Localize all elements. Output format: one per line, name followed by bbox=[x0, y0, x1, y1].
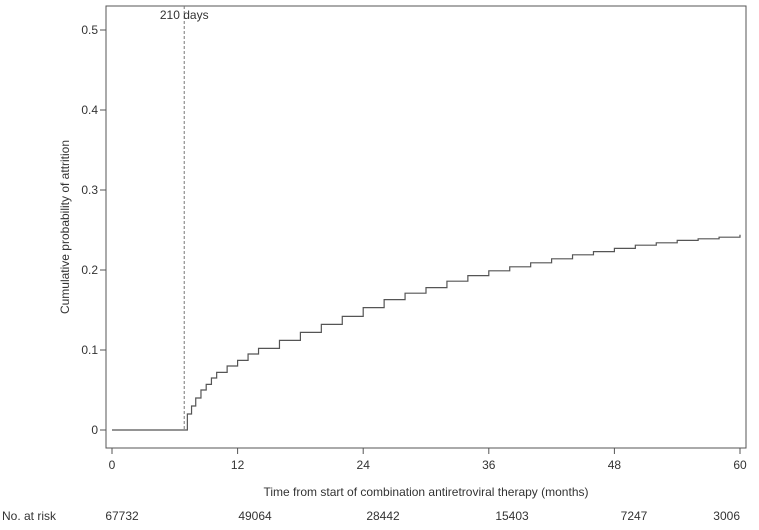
x-tick-label: 0 bbox=[109, 458, 116, 472]
y-tick-label: 0.5 bbox=[81, 23, 98, 37]
x-tick-label: 24 bbox=[357, 458, 371, 472]
risk-table-value: 15403 bbox=[495, 509, 529, 523]
y-axis-title: Cumulative probability of attrition bbox=[58, 140, 72, 314]
risk-table-value: 67732 bbox=[105, 509, 139, 523]
attrition-curve bbox=[112, 234, 741, 431]
risk-table-value: 3006 bbox=[713, 509, 740, 523]
y-tick-label: 0 bbox=[91, 423, 98, 437]
risk-table-value: 28442 bbox=[366, 509, 400, 523]
y-tick-label: 0.1 bbox=[81, 343, 98, 357]
x-axis-title: Time from start of combination antiretro… bbox=[263, 485, 588, 499]
y-tick-label: 0.2 bbox=[81, 263, 98, 277]
risk-table-value: 7247 bbox=[621, 509, 648, 523]
x-tick-label: 60 bbox=[733, 458, 747, 472]
x-axis: 0 12 24 36 48 60 bbox=[109, 448, 747, 472]
risk-table: No. at risk 67732 49064 28442 15403 7247 3006 bbox=[2, 509, 740, 523]
reference-line-label: 210 days bbox=[160, 8, 209, 22]
x-tick-label: 12 bbox=[231, 458, 245, 472]
y-tick-label: 0.4 bbox=[81, 103, 98, 117]
risk-table-label: No. at risk bbox=[2, 509, 57, 523]
y-axis: 0 0.1 0.2 0.3 0.4 0.5 bbox=[81, 23, 106, 437]
x-tick-label: 36 bbox=[482, 458, 496, 472]
risk-table-value: 49064 bbox=[238, 509, 272, 523]
y-tick-label: 0.3 bbox=[81, 183, 98, 197]
plot-frame bbox=[105, 5, 747, 449]
x-tick-label: 48 bbox=[608, 458, 622, 472]
